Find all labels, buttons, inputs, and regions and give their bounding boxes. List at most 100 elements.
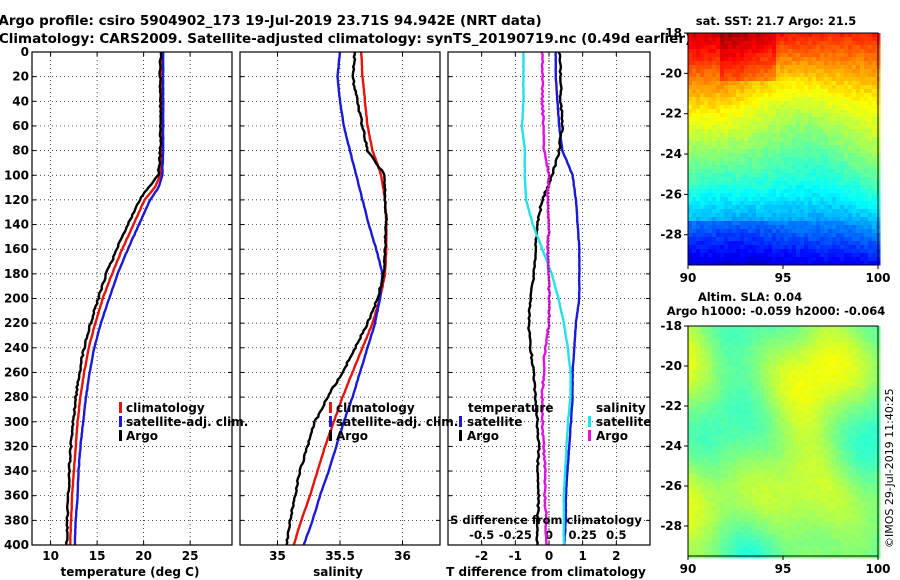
heatmap-cell	[704, 402, 709, 407]
heatmap-cell	[688, 426, 693, 431]
heatmap-cell	[748, 61, 753, 66]
heatmap-cell	[708, 145, 713, 150]
heatmap-cell	[852, 237, 857, 242]
heatmap-cell	[736, 149, 741, 154]
heatmap-cell	[804, 253, 809, 258]
heatmap-cell	[772, 330, 777, 335]
heatmap-cell	[728, 149, 733, 154]
heatmap-cell	[752, 386, 757, 391]
heatmap-cell	[784, 454, 789, 459]
heatmap-cell	[716, 422, 721, 427]
heatmap-cell	[816, 253, 821, 258]
heatmap-cell	[776, 366, 781, 371]
heatmap-cell	[848, 237, 853, 242]
heatmap-cell	[856, 209, 861, 214]
heatmap-cell	[780, 181, 785, 186]
heatmap-cell	[784, 446, 789, 451]
heatmap-cell	[740, 53, 745, 58]
heatmap-cell	[816, 57, 821, 62]
heatmap-cell	[828, 61, 833, 66]
heatmap-cell	[848, 125, 853, 130]
heatmap-cell	[852, 57, 857, 62]
heatmap-cell	[812, 121, 817, 126]
heatmap-cell	[832, 402, 837, 407]
heatmap-cell	[712, 89, 717, 94]
heatmap-cell	[728, 478, 733, 483]
heatmap-cell	[768, 370, 773, 375]
heatmap-cell	[776, 33, 781, 38]
heatmap-cell	[744, 97, 749, 102]
heatmap-cell	[736, 45, 741, 50]
heatmap-cell	[864, 37, 869, 42]
heatmap-cell	[756, 261, 761, 266]
heatmap-cell	[776, 121, 781, 126]
heatmap-cell	[792, 478, 797, 483]
heatmap-cell	[864, 386, 869, 391]
heatmap-cell	[748, 193, 753, 198]
heatmap-cell	[712, 177, 717, 182]
heatmap-cell	[776, 193, 781, 198]
heatmap-cell	[740, 470, 745, 475]
heatmap-cell	[812, 113, 817, 118]
heatmap-cell	[700, 101, 705, 106]
heatmap-cell	[824, 326, 829, 331]
heatmap-cell	[732, 249, 737, 254]
heatmap-cell	[832, 77, 837, 82]
heatmap-cell	[860, 249, 865, 254]
heatmap-cell	[868, 229, 873, 234]
heatmap-cell	[832, 410, 837, 415]
heatmap-cell	[788, 233, 793, 238]
heatmap-cell	[780, 113, 785, 118]
heatmap-cell	[808, 398, 813, 403]
heatmap-cell	[796, 209, 801, 214]
heatmap-cell	[740, 213, 745, 218]
heatmap-cell	[872, 225, 877, 230]
heatmap-cell	[784, 125, 789, 130]
heatmap-cell	[844, 81, 849, 86]
heatmap-cell	[760, 213, 765, 218]
heatmap-cell	[700, 237, 705, 242]
heatmap-cell	[800, 201, 805, 206]
heatmap-cell	[768, 366, 773, 371]
heatmap-cell	[756, 109, 761, 114]
heatmap-cell	[692, 253, 697, 258]
heatmap-cell	[752, 334, 757, 339]
heatmap-cell	[748, 398, 753, 403]
heatmap-cell	[812, 426, 817, 431]
heatmap-cell	[724, 426, 729, 431]
heatmap-cell	[704, 69, 709, 74]
heatmap-cell	[748, 406, 753, 411]
heatmap-cell	[820, 454, 825, 459]
heatmap-cell	[736, 454, 741, 459]
heatmap-cell	[860, 201, 865, 206]
heatmap-cell	[784, 45, 789, 50]
heatmap-cell	[824, 261, 829, 266]
heatmap-cell	[692, 438, 697, 443]
heatmap-cell	[836, 121, 841, 126]
heatmap-cell	[852, 426, 857, 431]
heatmap-cell	[764, 398, 769, 403]
heatmap-cell	[752, 434, 757, 439]
heatmap-cell	[844, 189, 849, 194]
heatmap-cell	[864, 478, 869, 483]
heatmap-cell	[752, 105, 757, 110]
heatmap-cell	[844, 245, 849, 250]
heatmap-cell	[740, 354, 745, 359]
heatmap-cell	[844, 45, 849, 50]
heatmap-cell	[764, 185, 769, 190]
heatmap-cell	[796, 446, 801, 451]
heatmap-cell	[764, 141, 769, 146]
heatmap-cell	[840, 97, 845, 102]
heatmap-cell	[852, 378, 857, 383]
heatmap-cell	[816, 193, 821, 198]
heatmap-cell	[864, 362, 869, 367]
heatmap-cell	[740, 446, 745, 451]
heatmap-cell	[836, 125, 841, 130]
heatmap-cell	[832, 237, 837, 242]
heatmap-cell	[688, 249, 693, 254]
heatmap-cell	[844, 470, 849, 475]
heatmap-cell	[792, 410, 797, 415]
heatmap-cell	[772, 73, 777, 78]
heatmap-cell	[864, 229, 869, 234]
heatmap-cell	[712, 354, 717, 359]
